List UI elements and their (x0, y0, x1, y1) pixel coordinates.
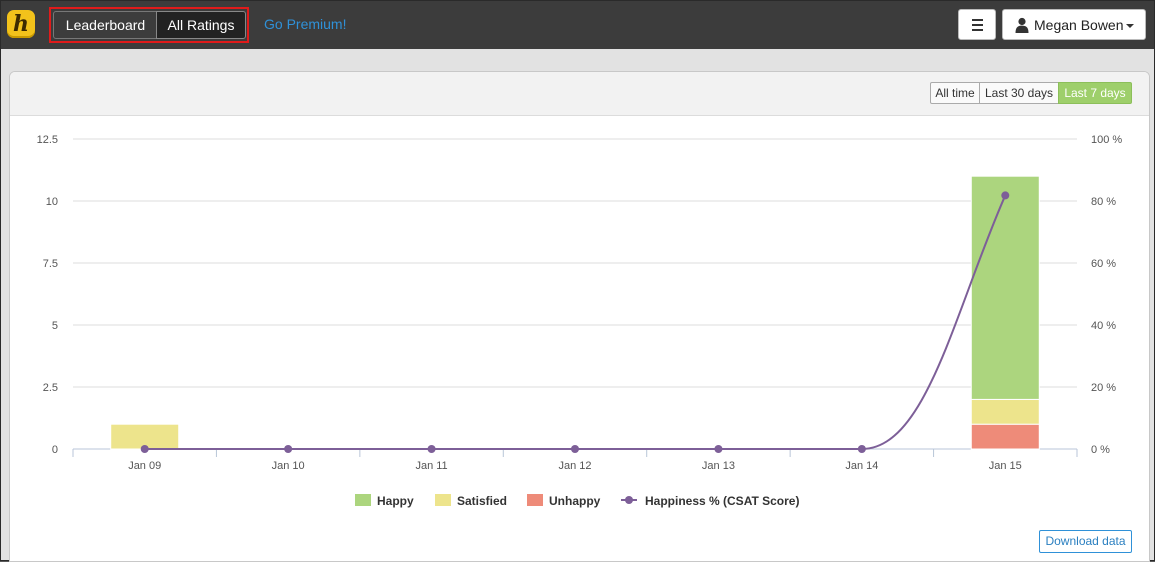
legend-label: Unhappy (549, 494, 601, 508)
x-tick-label: Jan 15 (989, 460, 1022, 472)
main-nav-group: Leaderboard All Ratings (49, 7, 249, 43)
range-last-7-days-button[interactable]: Last 7 days (1058, 82, 1132, 104)
ratings-panel: All time Last 30 days Last 7 days 0 0 % 2.… (9, 71, 1150, 562)
x-tick-label: Jan 09 (128, 460, 161, 472)
chart-legend: Happy Satisfied Unhappy Happiness % (CSAT S… (355, 494, 799, 508)
bar-unhappy (970, 423, 1040, 450)
all-ratings-button[interactable]: All Ratings (156, 11, 246, 39)
top-navbar: h Leaderboard All Ratings Go Premium! Me… (1, 1, 1154, 49)
chart-gridlines (72, 138, 1078, 457)
user-icon (1015, 17, 1029, 33)
csat-point (857, 445, 866, 453)
x-tick-label: Jan 14 (845, 460, 878, 472)
ratings-chart: 0 0 % 2.5 20 % 5 40 % 7.5 60 % 10 80 % 12.5 100 % Ja… (37, 134, 1123, 508)
legend-marker (625, 496, 633, 504)
bar-happy (970, 175, 1040, 400)
bar-satisfied (110, 423, 180, 450)
legend-swatch (435, 494, 451, 506)
user-menu-button[interactable]: Megan Bowen (1002, 9, 1146, 40)
hamburger-menu-button[interactable] (958, 9, 996, 40)
chart-bars (110, 175, 1040, 450)
y-left-tick-label: 5 (52, 320, 58, 332)
leaderboard-button[interactable]: Leaderboard (53, 11, 158, 39)
csat-line (144, 195, 1007, 450)
chart-line (140, 191, 1010, 453)
download-data-button[interactable]: Download data (1039, 530, 1132, 553)
csat-point (140, 445, 149, 453)
legend-label: Happy (377, 494, 414, 508)
y-right-tick-label: 100 % (1091, 134, 1122, 146)
x-tick-label: Jan 13 (702, 460, 735, 472)
app-logo[interactable]: h (7, 10, 35, 38)
user-name: Megan Bowen (1034, 17, 1124, 33)
panel-header: All time Last 30 days Last 7 days (10, 72, 1149, 116)
y-right-tick-label: 80 % (1091, 196, 1116, 208)
hamburger-icon-bar (972, 24, 983, 26)
y-left-tick-label: 12.5 (37, 134, 58, 146)
x-tick-label: Jan 10 (272, 460, 305, 472)
csat-point (1001, 191, 1010, 200)
x-tick-label: Jan 12 (558, 460, 591, 472)
y-left-tick-label: 0 (52, 444, 58, 456)
y-right-tick-label: 20 % (1091, 382, 1116, 394)
legend-swatch (527, 494, 543, 506)
y-left-tick-label: 2.5 (43, 382, 58, 394)
hamburger-icon (972, 19, 983, 21)
legend-label: Satisfied (457, 494, 507, 508)
legend-label: Happiness % (CSAT Score) (645, 494, 799, 508)
y-right-tick-label: 40 % (1091, 320, 1116, 332)
go-premium-link[interactable]: Go Premium! (264, 16, 347, 32)
csat-point (714, 445, 723, 453)
bar-satisfied (970, 398, 1040, 425)
y-right-tick-label: 60 % (1091, 258, 1116, 270)
chevron-down-icon (1126, 24, 1134, 28)
chart-ticks: 0 0 % 2.5 20 % 5 40 % 7.5 60 % 10 80 % 12.5 100 % Ja… (37, 134, 1123, 472)
y-right-tick-label: 0 % (1091, 444, 1110, 456)
y-left-tick-label: 10 (46, 196, 58, 208)
logo-letter: h (13, 11, 29, 37)
csat-point (284, 445, 293, 453)
csat-point (427, 445, 436, 453)
hamburger-icon-bar (972, 29, 983, 31)
y-left-tick-label: 7.5 (43, 258, 58, 270)
csat-point (571, 445, 579, 453)
x-tick-label: Jan 11 (415, 460, 447, 472)
legend-swatch (355, 494, 371, 506)
